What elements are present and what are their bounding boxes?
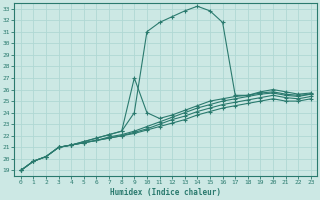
- X-axis label: Humidex (Indice chaleur): Humidex (Indice chaleur): [110, 188, 221, 197]
